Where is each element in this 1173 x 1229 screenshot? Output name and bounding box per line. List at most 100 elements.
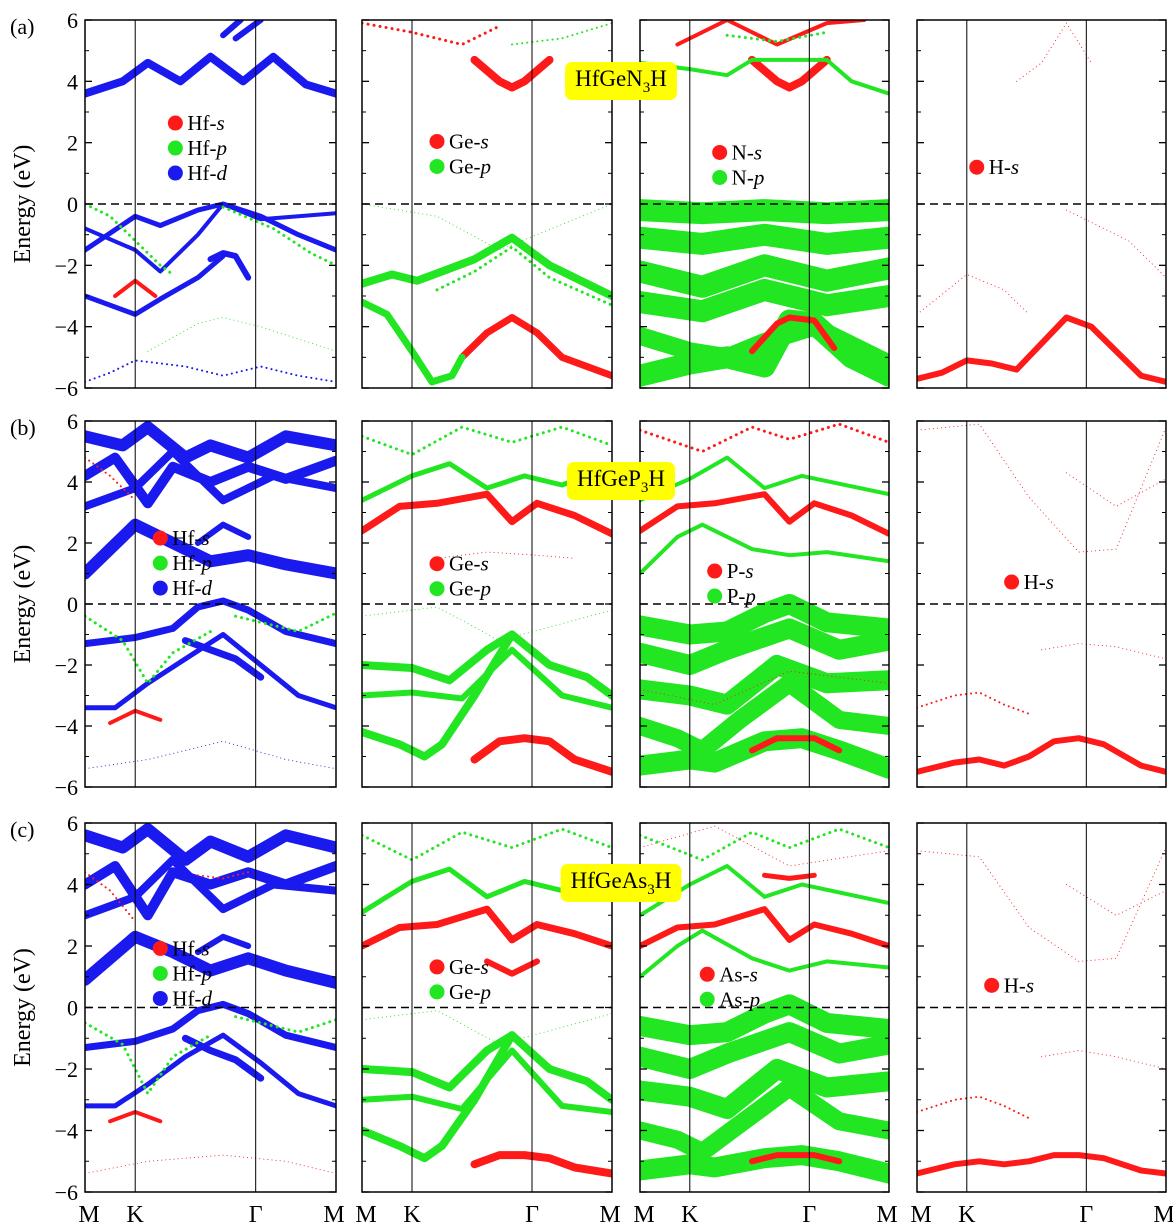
legend-marker-s [712,144,728,160]
band-s [196,871,250,880]
legend-marker-s [429,556,445,572]
legend-marker-p [429,158,445,174]
x-tick-label: M [323,1202,344,1228]
legend-marker-s [707,563,723,579]
y-tick-label: −2 [55,253,78,278]
band-s [917,735,1166,775]
band-d [85,597,336,648]
legend-marker-s [429,133,445,149]
y-tick-label: 2 [67,131,78,156]
band-s [85,871,137,923]
band-s [362,21,501,46]
panel-label: (c) [10,817,34,842]
legend-label: Hf-d [187,161,227,185]
legend: Ge-sGe-p [429,552,491,601]
x-tick-label: Γ [525,1202,539,1228]
y-tick-label: −6 [55,1180,78,1205]
legend-label: Hf-d [172,576,212,600]
band-s [470,1151,612,1178]
x-tick-label: M [599,1202,620,1228]
band-s [917,423,1166,553]
legend-label: As-s [719,962,758,986]
band-p [725,30,829,43]
band-p [234,611,336,633]
band-p [435,245,612,307]
band-d [194,521,252,546]
legend-marker-p [429,984,445,1000]
legend-marker-s [969,159,985,175]
band-s [1041,1050,1166,1070]
y-tick-label: 6 [67,811,78,836]
y-axis-title: Energy (eV) [10,545,36,664]
band-s [762,872,817,881]
y-tick-label: 0 [67,192,78,217]
compound-label: HfGeN3H [575,66,667,96]
band-d [85,518,336,580]
legend: Hf-sHf-pHf-d [152,526,212,600]
x-tick-label: M [633,1202,654,1228]
band-s [917,274,1030,315]
y-tick-label: −4 [55,1119,78,1144]
legend: As-sAs-p [699,962,760,1011]
x-tick-label: M [78,1202,99,1228]
compound-tag-background [565,62,677,100]
band-p [640,254,889,298]
legend-marker-p [167,140,183,156]
y-axis-title: Energy (eV) [10,145,36,264]
band-d [85,201,336,253]
subplot-0-2: N-sN-p [639,19,890,389]
legend-label: H-s [989,155,1019,179]
y-tick-label: −4 [55,315,78,340]
subplot-1-2: P-sP-p [639,420,890,788]
legend-label: Ge-p [449,154,491,178]
band-s [1065,209,1166,279]
band-p [362,203,612,251]
legend-marker-s [984,977,1000,993]
compound-tag: HfGeN3H [565,62,677,100]
compound-tag: HfGeAs3H [560,864,682,902]
legend: H-s [969,155,1019,179]
legend-marker-s [429,959,445,975]
band-s [470,734,612,776]
band-p [147,317,336,352]
compound-label: HfGeP3H [577,466,665,496]
band-d [85,52,336,98]
band-p [640,928,889,979]
band-p [362,425,612,457]
legend-label: N-p [732,165,765,189]
y-axis-title: Energy (eV) [10,948,36,1067]
subplot-2-3: H-s M K Γ M [910,822,1173,1228]
band-p [640,522,889,576]
band-s [1065,472,1166,507]
band-s [640,825,889,867]
band-p [640,674,889,760]
x-tick-label: M [910,1202,931,1228]
band-d [85,253,226,317]
band-d [85,855,336,920]
band-d [85,1032,336,1109]
compound-tag: HfGeP3H [566,462,676,500]
y-tick-label: −2 [55,653,78,678]
legend-marker-d [152,580,168,596]
band-s [470,55,554,92]
panel-0: (a) Energy (eV) −6 −4 −2 0 2 4 6 Hf-sHf-pHf-d Ge-s… [10,8,1167,401]
legend-marker-s [152,530,168,546]
band-p [640,309,889,387]
band-p [362,606,612,642]
band-s [917,314,1166,385]
band-p [362,1031,612,1104]
panel-2: (c) Energy (eV) −6 −4 −2 0 2 4 6 Hf-sHf-pHf-d M K Γ M… [10,811,1173,1228]
legend: H-s [984,973,1034,997]
legend-marker-s [152,940,168,956]
y-tick-label: −6 [55,775,78,800]
y-tick-label: 0 [67,996,78,1021]
legend-label: Hf-p [172,961,212,985]
band-d [220,20,244,39]
y-tick-label: 0 [67,592,78,617]
x-tick-label: Γ [249,1202,263,1228]
y-tick-label: 4 [67,873,78,898]
legend-label: Hf-p [172,551,212,575]
y-tick-label: 2 [67,934,78,959]
band-p [640,455,889,503]
x-tick-label: Γ [802,1202,816,1228]
